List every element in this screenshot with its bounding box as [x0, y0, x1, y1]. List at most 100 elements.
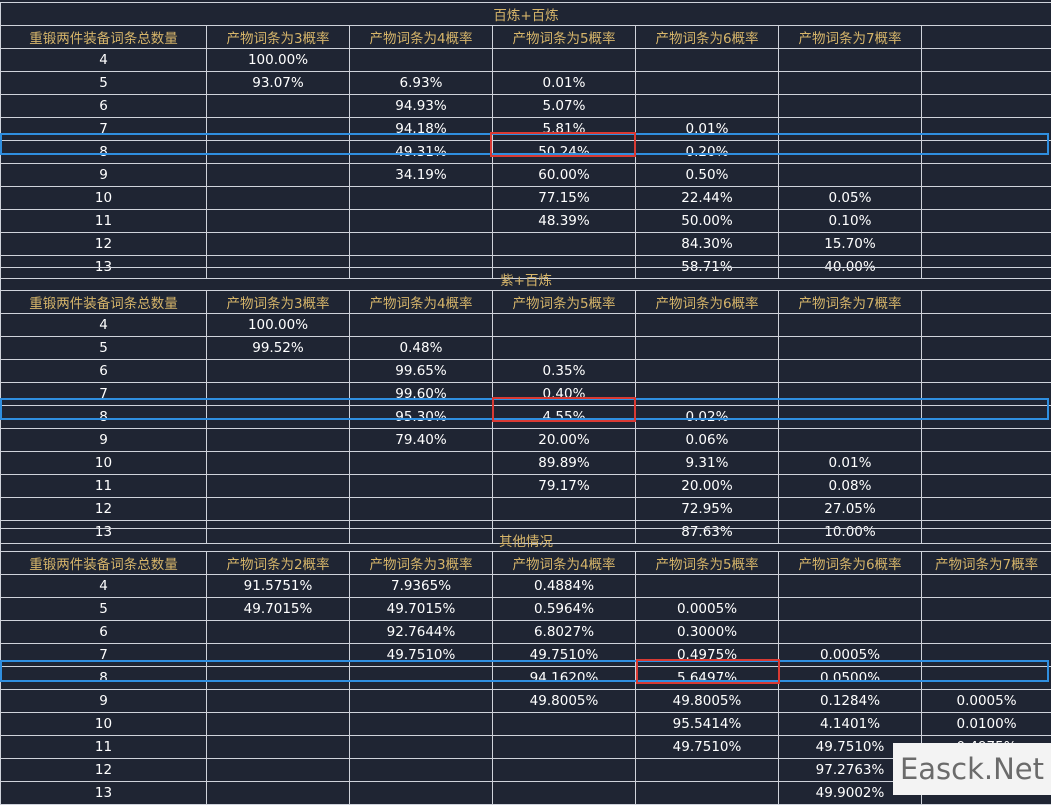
probability-cell: [922, 498, 1051, 521]
probability-cell: [779, 72, 922, 95]
column-header: 产物词条为7概率: [922, 552, 1051, 575]
probability-cell: [779, 360, 922, 383]
probability-cell: 95.5414%: [636, 713, 779, 736]
row-label-cell: 8: [1, 141, 207, 164]
probability-cell: [207, 429, 350, 452]
probability-cell: [207, 621, 350, 644]
row-label-cell: 5: [1, 337, 207, 360]
probability-cell: 5.6497%: [636, 667, 779, 690]
probability-cell: 92.7644%: [350, 621, 493, 644]
column-header: 产物词条为3概率: [207, 26, 350, 49]
probability-cell: [350, 49, 493, 72]
probability-cell: 48.39%: [493, 210, 636, 233]
probability-cell: 6.8027%: [493, 621, 636, 644]
probability-cell: [922, 667, 1051, 690]
probability-cell: 9.31%: [636, 452, 779, 475]
probability-cell: 0.10%: [779, 210, 922, 233]
probability-cell: [922, 429, 1051, 452]
probability-cell: [207, 118, 350, 141]
probability-cell: [922, 118, 1051, 141]
probability-cell: 0.01%: [493, 72, 636, 95]
probability-cell: 20.00%: [493, 429, 636, 452]
probability-cell: 34.19%: [350, 164, 493, 187]
row-label-cell: 8: [1, 667, 207, 690]
probability-cell: [636, 49, 779, 72]
column-header: 产物词条为6概率: [779, 552, 922, 575]
probability-cell: [779, 118, 922, 141]
column-header: 产物词条为4概率: [493, 552, 636, 575]
row-label-cell: 12: [1, 498, 207, 521]
probability-cell: [636, 314, 779, 337]
probability-cell: 94.1620%: [493, 667, 636, 690]
probability-cell: 0.50%: [636, 164, 779, 187]
probability-cell: 0.05%: [779, 187, 922, 210]
probability-cell: 100.00%: [207, 314, 350, 337]
table-row: 8 94.1620%5.6497%0.0500%: [1, 667, 1051, 690]
column-header: [922, 291, 1051, 314]
probability-cell: [922, 452, 1051, 475]
probability-cell: [207, 644, 350, 667]
row-label-cell: 11: [1, 736, 207, 759]
probability-cell: [350, 233, 493, 256]
column-header: 产物词条为5概率: [493, 26, 636, 49]
probability-cell: [922, 72, 1051, 95]
row-label-cell: 9: [1, 429, 207, 452]
probability-cell: [493, 337, 636, 360]
probability-cell: [922, 644, 1051, 667]
probability-cell: [636, 72, 779, 95]
probability-cell: [493, 233, 636, 256]
probability-cell: [779, 429, 922, 452]
row-label-cell: 10: [1, 452, 207, 475]
column-header: 产物词条为2概率: [207, 552, 350, 575]
row-label-cell: 12: [1, 759, 207, 782]
probability-cell: [207, 141, 350, 164]
probability-cell: [779, 383, 922, 406]
probability-cell: 79.40%: [350, 429, 493, 452]
probability-cell: 99.65%: [350, 360, 493, 383]
probability-cell: [207, 498, 350, 521]
probability-cell: 0.0500%: [779, 667, 922, 690]
table-title: 百炼+百炼: [1, 3, 1051, 26]
watermark-logo: Easck.Net: [893, 743, 1051, 795]
probability-cell: [350, 452, 493, 475]
probability-cell: 6.93%: [350, 72, 493, 95]
probability-cell: [779, 49, 922, 72]
probability-cell: [922, 383, 1051, 406]
probability-cell: [207, 759, 350, 782]
probability-cell: 15.70%: [779, 233, 922, 256]
row-label-cell: 8: [1, 406, 207, 429]
probability-cell: [636, 575, 779, 598]
row-label-cell: 6: [1, 360, 207, 383]
row-label-cell: 11: [1, 210, 207, 233]
table-title: 其他情况: [1, 529, 1051, 552]
probability-cell: 94.93%: [350, 95, 493, 118]
row-label-cell: 7: [1, 644, 207, 667]
probability-cell: [207, 95, 350, 118]
probability-cell: 0.4884%: [493, 575, 636, 598]
column-header: 产物词条为6概率: [636, 26, 779, 49]
probability-cell: 0.0005%: [922, 690, 1051, 713]
probability-cell: [493, 736, 636, 759]
probability-cell: [922, 164, 1051, 187]
header-row: 重锻两件装备词条总数量产物词条为3概率产物词条为4概率产物词条为5概率产物词条为…: [1, 291, 1051, 314]
probability-cell: 0.08%: [779, 475, 922, 498]
probability-cell: [779, 406, 922, 429]
probability-cell: [350, 475, 493, 498]
probability-cell: 0.4975%: [636, 644, 779, 667]
probability-cell: [922, 575, 1051, 598]
probability-cell: 0.06%: [636, 429, 779, 452]
probability-cell: 49.8005%: [636, 690, 779, 713]
probability-cell: [922, 621, 1051, 644]
